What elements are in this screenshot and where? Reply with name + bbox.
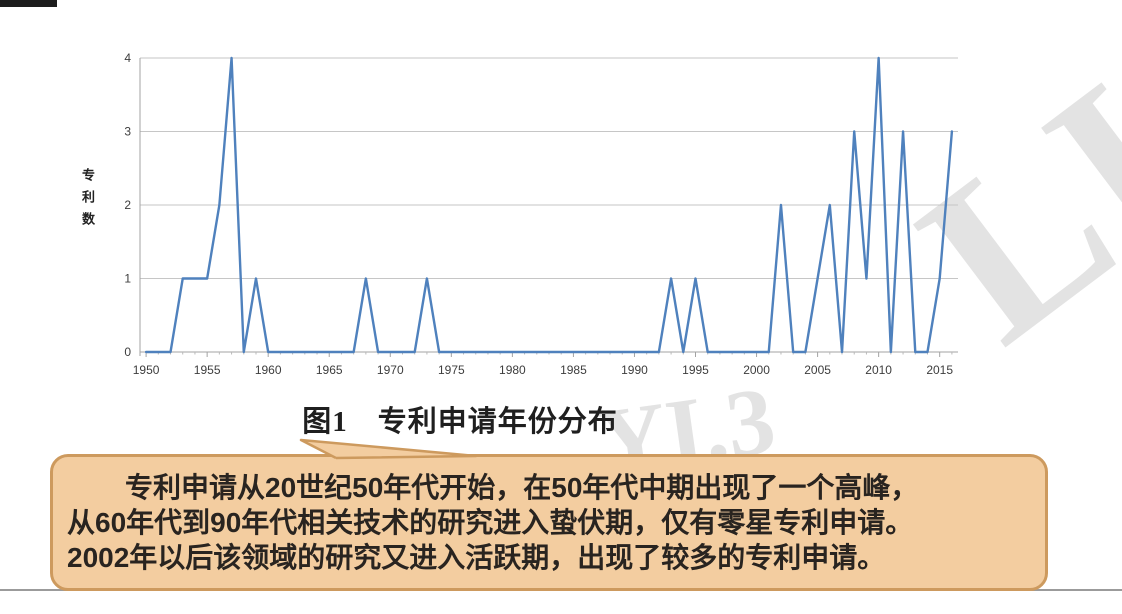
x-tick-label: 1970 (377, 363, 404, 377)
callout-line: 专利申请从20世纪50年代开始，在50年代中期出现了一个高峰， (125, 472, 919, 503)
y-tick-label: 1 (124, 272, 131, 286)
page-edge-artifact (0, 0, 57, 7)
x-tick-label: 2005 (804, 363, 831, 377)
y-tick-label: 2 (124, 198, 131, 212)
x-tick-label: 1960 (255, 363, 282, 377)
y-tick-label: 4 (124, 51, 131, 65)
line-chart: 0 1 2 3 4 1950 1955 1960 1965 1970 1975 1980 1985 199… (124, 51, 958, 377)
x-tick-label: 1950 (133, 363, 160, 377)
x-tick-label: 1975 (438, 363, 465, 377)
x-tick-label: 1995 (682, 363, 709, 377)
y-tick-label: 3 (124, 125, 131, 139)
x-tick-label: 1955 (194, 363, 221, 377)
x-tick-label: 1990 (621, 363, 648, 377)
analysis-callout: 专利申请从20世纪50年代开始，在50年代中期出现了一个高峰， 从60年代到90… (50, 454, 1048, 591)
callout-line: 从60年代到90年代相关技术的研究进入蛰伏期，仅有零星专利申请。 (67, 507, 914, 538)
x-tick-label: 2000 (743, 363, 770, 377)
x-tick-label: 1965 (316, 363, 343, 377)
x-tick-label: 2010 (865, 363, 892, 377)
x-tick-label: 2015 (926, 363, 953, 377)
x-tick-label: 1985 (560, 363, 587, 377)
chart-caption: 图1 专利申请年份分布 (302, 406, 618, 438)
callout-line: 2002年以后该领域的研究又进入活跃期，出现了较多的专利申请。 (67, 542, 886, 573)
x-tick-label: 1980 (499, 363, 526, 377)
y-tick-label: 0 (124, 345, 131, 359)
data-line (144, 56, 954, 354)
y-axis-title: 专利数 (80, 168, 95, 234)
